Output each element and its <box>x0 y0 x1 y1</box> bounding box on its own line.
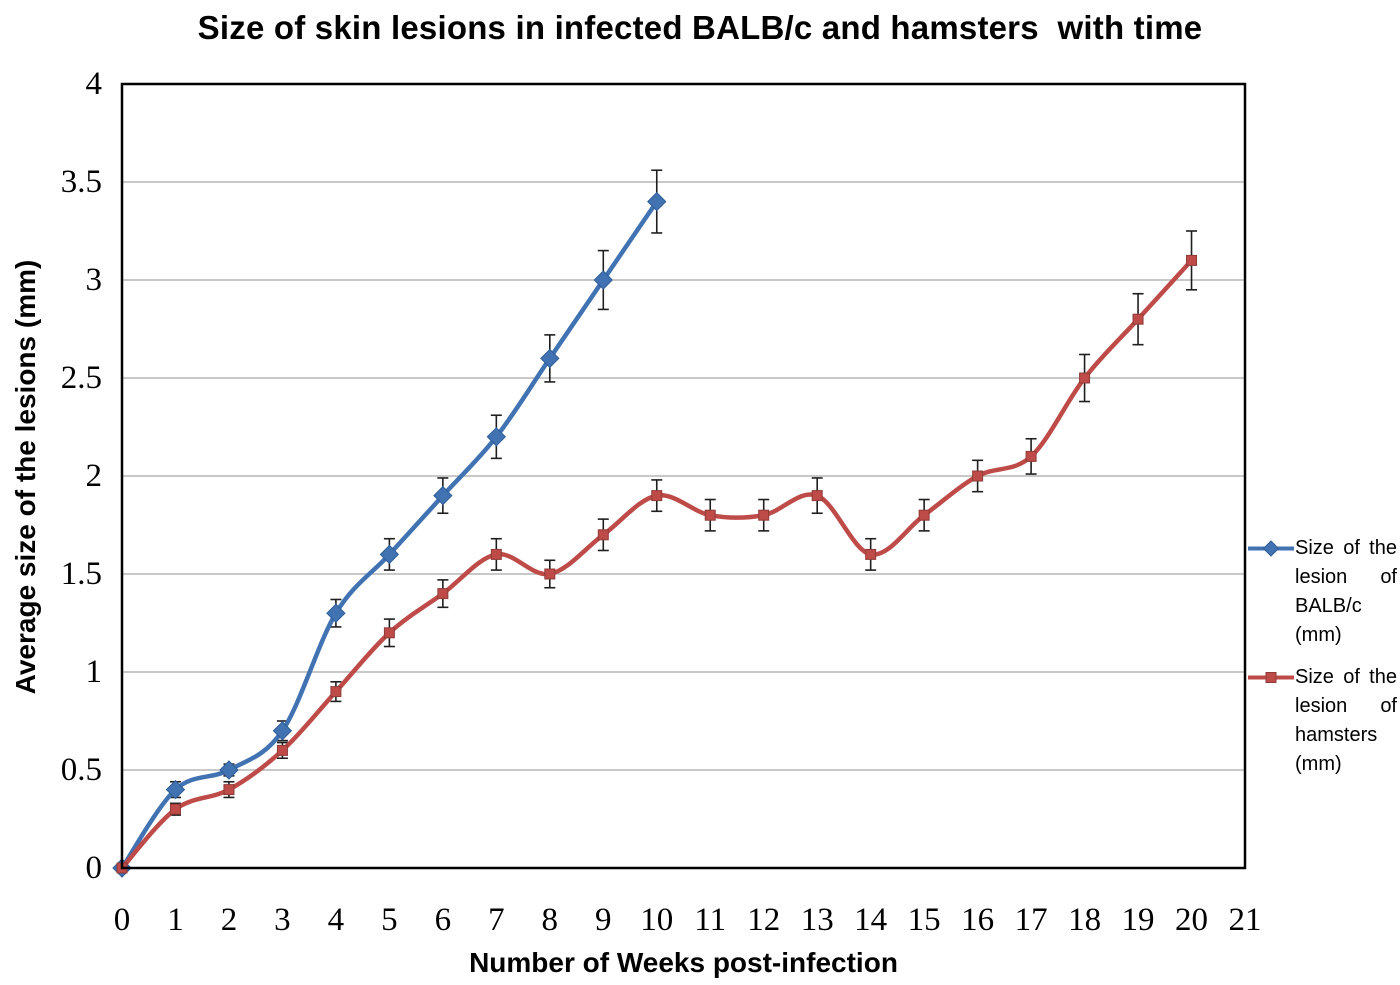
hamsters-marker-icon <box>811 490 823 502</box>
hamsters-marker-icon <box>490 548 502 560</box>
hamsters-marker-icon <box>758 509 770 521</box>
legend-entry-balbc: Size of the lesion of BALB/c (mm) <box>1247 534 1400 650</box>
balbc-marker-icon <box>165 779 186 800</box>
series-line-balbc <box>119 199 660 871</box>
hamsters-marker-icon <box>865 548 877 560</box>
balbc-marker-icon <box>219 760 239 780</box>
hamsters-marker-icon <box>1132 313 1144 325</box>
x-tick-label: 11 <box>694 902 727 938</box>
y-tick-label: 1 <box>85 654 103 690</box>
hamsters-marker-icon <box>918 509 930 521</box>
chart-title: Size of skin lesions in infected BALB/c … <box>197 9 1203 46</box>
plot-border <box>120 82 1247 870</box>
balbc-marker-icon <box>379 544 400 565</box>
x-tick-label: 10 <box>640 902 674 938</box>
hamsters-marker-icon <box>544 568 556 580</box>
balbc-marker-icon <box>326 603 346 623</box>
hamsters-marker-icon <box>276 744 288 756</box>
x-tick-label: 6 <box>434 902 452 938</box>
hamsters-marker-icon <box>597 529 609 541</box>
hamsters-marker-icon <box>330 686 342 698</box>
hamsters-marker-icon <box>169 803 181 815</box>
x-tick-label: 21 <box>1228 902 1262 938</box>
y-tick-label: 0 <box>85 850 103 886</box>
y-tick-label: 3.5 <box>60 164 102 200</box>
x-tick-label: 12 <box>747 902 781 938</box>
balbc-marker-icon <box>272 721 293 741</box>
x-tick-label: 13 <box>800 902 834 938</box>
x-tick-label: 16 <box>961 902 995 938</box>
series-line-hamsters <box>119 258 1194 871</box>
legend: Size of the lesion of BALB/c (mm) Size o… <box>1247 534 1400 792</box>
balbc-marker-icon <box>540 348 560 369</box>
hamsters-marker-icon <box>437 588 449 600</box>
y-tick-label: 3 <box>85 262 103 298</box>
hamsters-marker-icon <box>704 509 716 521</box>
balbc-marker-icon <box>593 270 613 290</box>
balbc-marker-icon <box>647 191 667 212</box>
hamsters-marker-icon <box>223 784 235 796</box>
x-tick-label: 8 <box>541 902 559 938</box>
x-axis-title: Number of Weeks post-infection <box>469 947 898 978</box>
legend-balbc-line-marker-icon <box>1248 540 1294 557</box>
legend-label-hamsters: Size of the lesion of hamsters (mm) <box>1295 666 1397 775</box>
x-tick-label: 7 <box>488 902 505 938</box>
balbc-marker-icon <box>433 485 453 506</box>
hamsters-marker-icon <box>972 470 984 482</box>
x-tick-label: 20 <box>1175 902 1209 938</box>
hamsters-marker-icon <box>1079 372 1091 384</box>
x-tick-label: 4 <box>327 902 345 938</box>
balbc-marker-icon <box>486 427 507 447</box>
hamsters-marker-icon <box>651 490 663 502</box>
x-tick-label: 18 <box>1068 902 1102 938</box>
y-tick-label: 1.5 <box>60 556 102 592</box>
legend-label-balbc: Size of the lesion of BALB/c (mm) <box>1295 537 1397 646</box>
y-tick-label: 0.5 <box>60 752 102 788</box>
hamsters-marker-icon <box>1186 254 1198 266</box>
legend-hamsters-line-marker-icon <box>1248 672 1294 683</box>
x-tick-label: 1 <box>167 902 184 938</box>
legend-entry-hamsters: Size of the lesion of hamsters (mm) <box>1247 663 1400 779</box>
y-tick-label: 2.5 <box>60 360 102 396</box>
y-tick-label: 2 <box>85 458 103 494</box>
hamsters-marker-icon <box>1025 450 1037 462</box>
x-tick-label: 15 <box>907 902 941 938</box>
x-tick-label: 3 <box>274 902 291 938</box>
hamsters-marker-icon <box>383 627 395 639</box>
y-tick-label: 4 <box>85 66 103 102</box>
x-tick-label: 19 <box>1121 902 1155 938</box>
x-tick-label: 17 <box>1014 902 1048 938</box>
x-tick-label: 14 <box>854 902 888 938</box>
x-tick-label: 5 <box>381 902 398 938</box>
x-tick-label: 2 <box>220 902 238 938</box>
x-tick-label: 0 <box>113 902 131 938</box>
x-tick-label: 9 <box>595 902 612 938</box>
